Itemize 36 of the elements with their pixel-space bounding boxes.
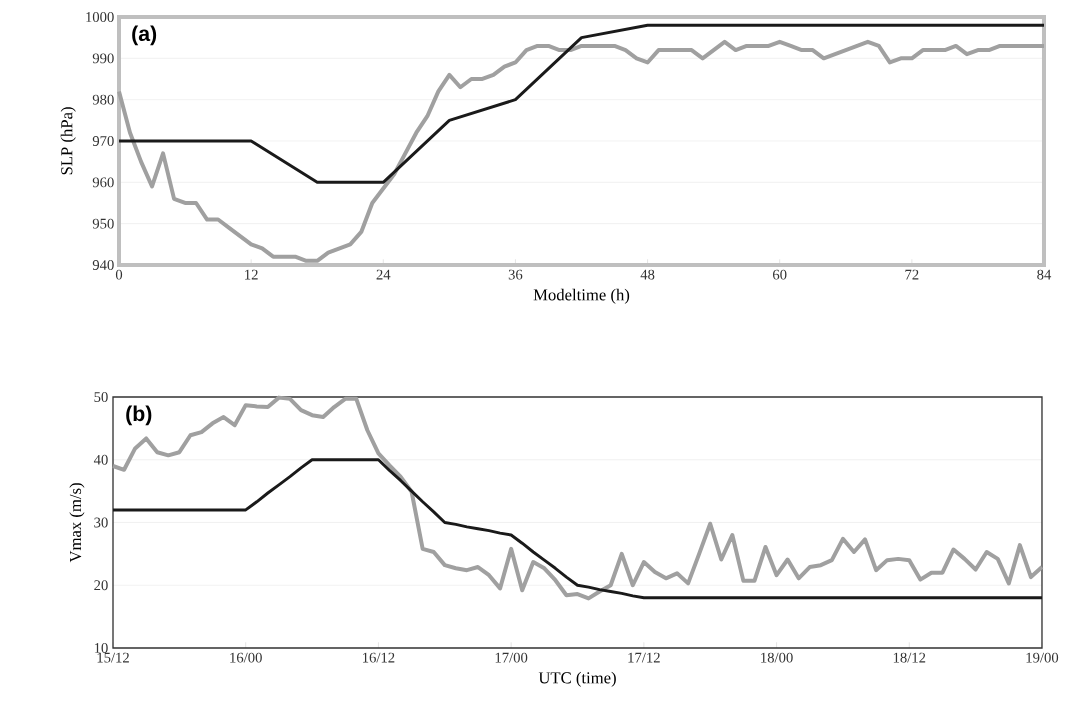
- x-tick-label: 12: [245, 269, 258, 280]
- y-tick-label: 1000: [86, 12, 114, 22]
- y-tick-label: 10: [94, 643, 108, 653]
- x-tick-label: 84: [1037, 269, 1052, 280]
- y-tick-label: 990: [92, 53, 114, 64]
- annotation: (a): [132, 25, 157, 46]
- y-tick-label: 970: [92, 136, 114, 146]
- x-tick-label: 16/00: [230, 652, 262, 663]
- x-axis-title: Modeltime (h): [533, 288, 630, 304]
- x-tick-label: 24: [376, 269, 391, 280]
- line-series: [111, 395, 1044, 601]
- y-tick-label: 980: [92, 94, 114, 105]
- x-tick-label: 17/12: [628, 652, 660, 663]
- x-axis-title: UTC (time): [538, 671, 616, 687]
- x-tick-label: 36: [508, 269, 523, 280]
- y-tick-label: 40: [93, 454, 108, 465]
- y-tick-label: 960: [92, 177, 114, 188]
- x-tick-label: 17/00: [495, 652, 528, 663]
- y-tick-label: 30: [94, 517, 108, 528]
- y-axis-title: SLP (hPa): [60, 107, 76, 175]
- x-tick-label: 72: [905, 269, 919, 280]
- y-tick-label: 20: [94, 580, 108, 591]
- x-tick-label: 16/12: [363, 652, 395, 663]
- x-tick-label: 48: [640, 269, 655, 280]
- x-tick-label: 18/00: [761, 652, 793, 663]
- y-tick-label: 940: [92, 260, 114, 270]
- x-tick-label: 60: [773, 269, 787, 280]
- y-tick-label: 950: [92, 218, 114, 229]
- line-series: [117, 23, 1046, 184]
- x-tick-label: 15/12: [97, 652, 129, 663]
- x-tick-label: 0: [115, 269, 123, 280]
- x-tick-label: 19/00: [1026, 652, 1059, 663]
- x-tick-label: 18/12: [893, 652, 926, 663]
- y-axis-title: Vmax (m/s): [69, 483, 85, 563]
- y-tick-label: 50: [94, 392, 108, 402]
- annotation: (b): [126, 405, 152, 426]
